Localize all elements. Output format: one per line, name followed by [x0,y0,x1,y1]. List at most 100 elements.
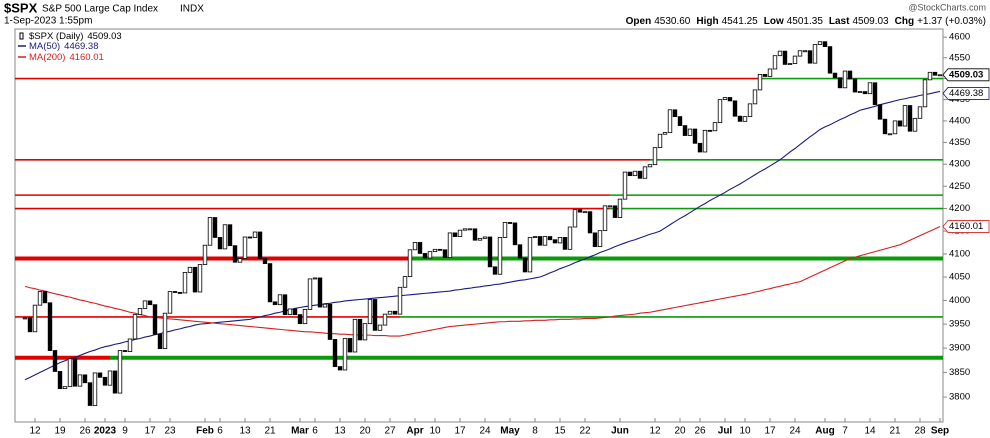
candle [432,248,438,253]
candle [262,258,268,264]
candle [417,242,423,254]
candle [132,314,138,340]
candle [57,371,63,390]
candle [852,78,858,93]
quote-label: Last [829,16,850,27]
candle [27,317,33,333]
ma-line [24,90,941,381]
candle [317,277,323,308]
candle [397,286,403,315]
price-tag-box [942,220,990,233]
candle [532,236,538,238]
y-tick-label: 3850 [949,367,970,378]
candle [807,50,813,64]
x-tick-label: 17 [764,426,776,437]
candle [212,217,218,238]
candle [867,82,873,95]
candle [872,82,878,106]
y-tick-label: 3800 [949,392,970,403]
candle [382,313,388,326]
candle [527,237,533,273]
quote-value: +1.37 (+0.03%) [917,16,986,27]
x-tick-label: 17 [144,426,156,437]
candle [117,350,123,394]
y-tick-label: 4050 [949,272,970,283]
candle [752,89,758,105]
candle [747,103,753,118]
price-tag-box [942,87,990,100]
candle [922,79,928,108]
candle [877,104,883,120]
candle [67,358,73,388]
quote: Open 4530.60 High 4541.25 Low 4501.35 Last 4509… [626,16,986,27]
candle [767,68,773,77]
candle [582,211,588,214]
x-tick-label: 6 [217,426,223,437]
candle [862,91,868,95]
y-tick-label: 4200 [949,203,970,214]
legend-entry: MA(50) 4469.38 [29,41,99,52]
candle [717,99,723,124]
x-tick-label: 24 [789,426,801,437]
candle [342,338,348,371]
x-tick-label: 8 [532,426,538,437]
candle [352,318,358,353]
candle [467,228,473,231]
candle [682,125,688,136]
candle [542,236,548,246]
price-tag: 4469.38 [949,88,983,99]
candle [837,77,843,89]
x-tick-label: 6 [312,426,318,437]
candle [337,366,343,371]
candle [437,248,443,251]
candle [572,209,578,228]
y-tick-label: 4000 [949,295,970,306]
x-tick-label: Aug [815,426,834,437]
candle [557,237,563,244]
candle [842,70,848,89]
x-tick-label: 22 [579,426,591,437]
candle [137,308,143,316]
x-tick-label: 28 [914,426,926,437]
candle [907,105,913,132]
candle [672,109,678,118]
x-tick-label: 23 [164,426,176,437]
candle [832,72,838,79]
candle [712,122,718,132]
candle [697,142,703,153]
x-tick-label: 26 [694,426,706,437]
exchange: INDX [180,4,204,15]
legend-swatch [19,32,24,40]
legend-value: 4469.38 [64,41,98,52]
candle [732,100,738,117]
candle [762,73,768,77]
candle [167,291,173,314]
candle [797,50,803,57]
candle [472,228,478,241]
candle [162,312,168,350]
y-tick-label: 4400 [949,115,970,126]
candle [172,291,178,293]
price-tag-box [942,68,990,82]
candle [227,224,233,247]
y-tick-label: 3900 [949,343,970,354]
x-tick-label: 24 [479,426,491,437]
candle [107,370,113,386]
candle [792,55,798,64]
y-tick-label: 4300 [949,159,970,170]
candle [512,222,518,246]
x-tick-label: 13 [334,426,346,437]
candle [152,304,158,335]
candle [632,170,638,177]
candle [112,370,118,394]
y-tick-label: 4250 [949,181,970,192]
candle [892,120,898,135]
candle [347,338,353,353]
candle [372,299,378,331]
candle [637,170,643,179]
candle [662,132,668,135]
candle [457,229,463,237]
candle [547,236,553,241]
x-tick-label: 20 [359,426,371,437]
candle [757,73,763,91]
